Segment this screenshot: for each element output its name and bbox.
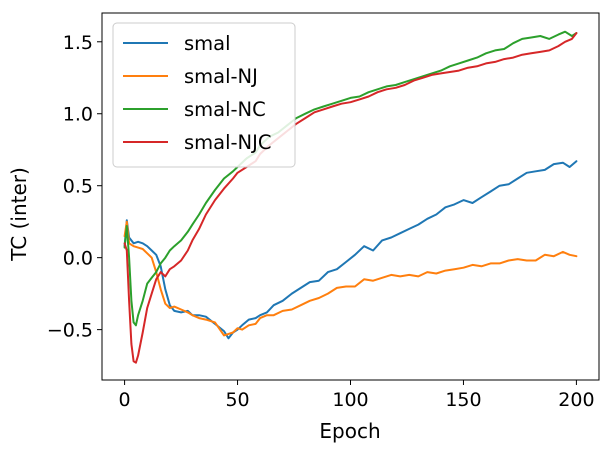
x-tick-label: 100 [332,389,368,411]
legend-box [112,22,296,168]
y-tick-label: 0.5 [63,176,93,198]
y-axis-ticks: −0.5 0.0 0.5 1.0 1.5 [47,32,102,342]
series-line-smal-nc [123,30,578,327]
y-tick-label: 1.5 [63,32,93,54]
series-layer [123,30,578,364]
legend-label: smal-NJ [184,65,258,88]
x-tick-label: 50 [225,389,249,411]
series-line-smal-nj [123,220,578,337]
y-tick-label: 1.0 [63,104,93,126]
legend-label: smal-NC [184,98,266,121]
x-axis-label: Epoch [319,419,380,443]
series-line-smal [123,160,578,340]
x-tick-label: 200 [558,389,594,411]
x-tick-label: 0 [119,389,131,411]
x-axis-ticks: 0 50 100 150 200 [119,380,595,411]
legend: smal smal-NJ smal-NC smal-NJC [112,22,296,168]
y-tick-label: −0.5 [47,320,93,342]
legend-label: smal-NJC [184,131,272,154]
y-axis-label: TC (inter) [7,167,31,262]
series-line-smal-njc [123,32,578,364]
legend-label: smal [184,32,231,55]
y-tick-label: 0.0 [63,248,93,270]
x-tick-label: 150 [445,389,481,411]
